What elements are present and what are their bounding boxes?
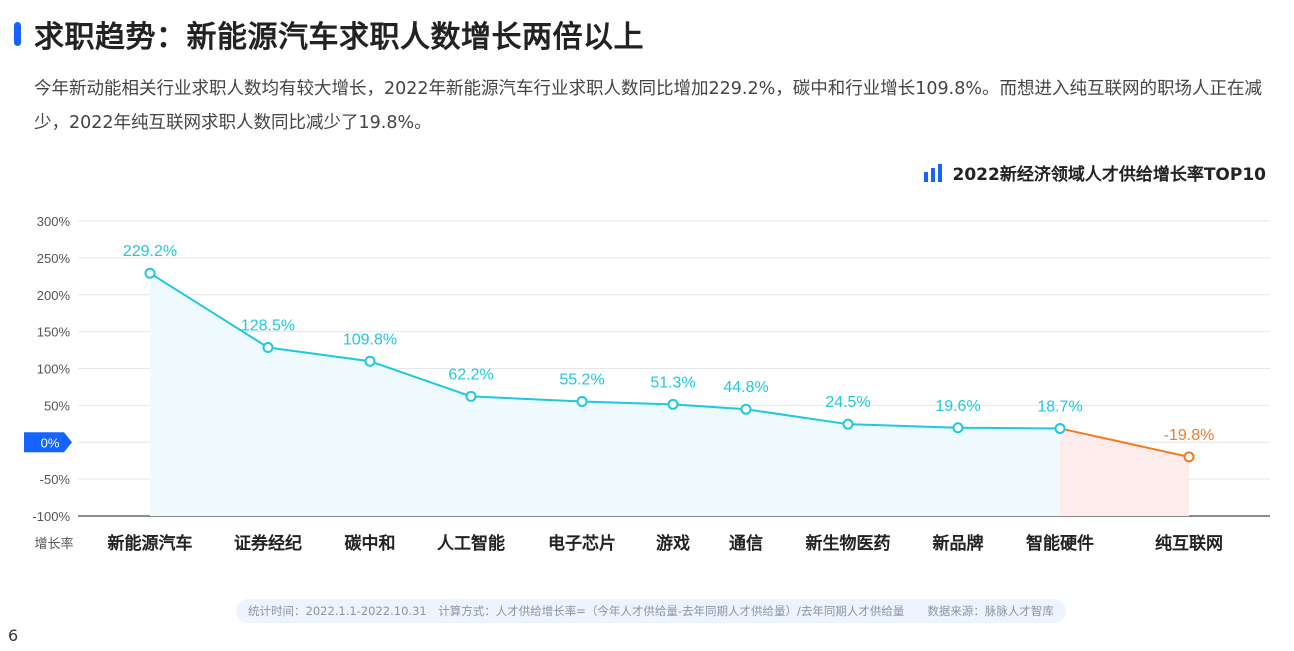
x-tick-label: 新生物医药	[806, 533, 891, 554]
x-tick-label: 智能硬件	[1026, 533, 1094, 554]
x-tick-label: 证券经纪	[234, 533, 302, 554]
data-label: 128.5%	[241, 317, 295, 334]
data-point	[576, 396, 588, 408]
x-tick-label: 新能源汽车	[108, 533, 193, 554]
data-point	[364, 355, 376, 367]
data-label: 62.2%	[448, 366, 493, 383]
footer-note: 统计时间：2022.1.1-2022.10.31 计算方式：人才供给增长率=（今…	[236, 599, 1066, 623]
x-tick-label: 通信	[729, 533, 763, 554]
y-tick-label: 150%	[37, 325, 71, 340]
x-tick-label: 游戏	[656, 533, 690, 554]
y-tick-label: 200%	[37, 288, 71, 303]
data-point	[740, 403, 752, 415]
data-point	[262, 341, 274, 353]
x-tick-label: 新品牌	[933, 533, 984, 554]
data-point	[842, 418, 854, 430]
y-tick-label: 300%	[37, 214, 71, 229]
y-tick-label: -100%	[32, 509, 70, 524]
page-title: 求职趋势：新能源汽车求职人数增长两倍以上	[34, 20, 644, 55]
y-tick-label: 50%	[44, 398, 70, 413]
chart-title-group: 2022新经济领域人才供给增长率TOP10	[923, 160, 1266, 185]
data-point	[1054, 422, 1066, 434]
series-line-negative	[1059, 427, 1190, 458]
data-point	[465, 390, 477, 402]
data-label: 24.5%	[825, 394, 870, 411]
data-label: 109.8%	[343, 331, 397, 348]
y-tick-label: 0%	[41, 435, 60, 450]
data-point	[667, 398, 679, 410]
x-tick-label: 碳中和	[345, 533, 396, 554]
page-number: 6	[8, 626, 19, 645]
x-tick-label: 纯互联网	[1155, 533, 1223, 554]
data-label: 44.8%	[723, 379, 768, 396]
chart-title: 2022新经济领域人才供给增长率TOP10	[952, 165, 1266, 185]
y-tick-label: -50%	[40, 472, 71, 487]
intro-paragraph: 今年新动能相关行业求职人数均有较大增长，2022年新能源汽车行业求职人数同比增加…	[34, 79, 1262, 133]
data-label: 51.3%	[650, 374, 695, 391]
series-line-positive	[149, 272, 1061, 430]
data-label: 19.6%	[935, 398, 980, 415]
x-tick-label: 人工智能	[437, 533, 505, 554]
data-label: 55.2%	[559, 372, 604, 389]
y-tick-label: 100%	[37, 362, 71, 377]
data-point	[144, 267, 156, 279]
data-label: 229.2%	[123, 243, 177, 260]
data-point	[952, 422, 964, 434]
data-point	[1183, 451, 1195, 463]
data-label: -19.8%	[1164, 427, 1215, 444]
area-fill-positive	[150, 273, 1060, 516]
zero-badge	[24, 432, 72, 453]
title-accent-bar	[14, 22, 21, 46]
x-tick-label: 电子芯片	[548, 533, 616, 554]
x-axis-label: 增长率	[34, 536, 73, 552]
y-tick-label: 250%	[37, 251, 71, 266]
data-label: 18.7%	[1037, 398, 1082, 415]
bar-chart-icon	[923, 163, 942, 182]
